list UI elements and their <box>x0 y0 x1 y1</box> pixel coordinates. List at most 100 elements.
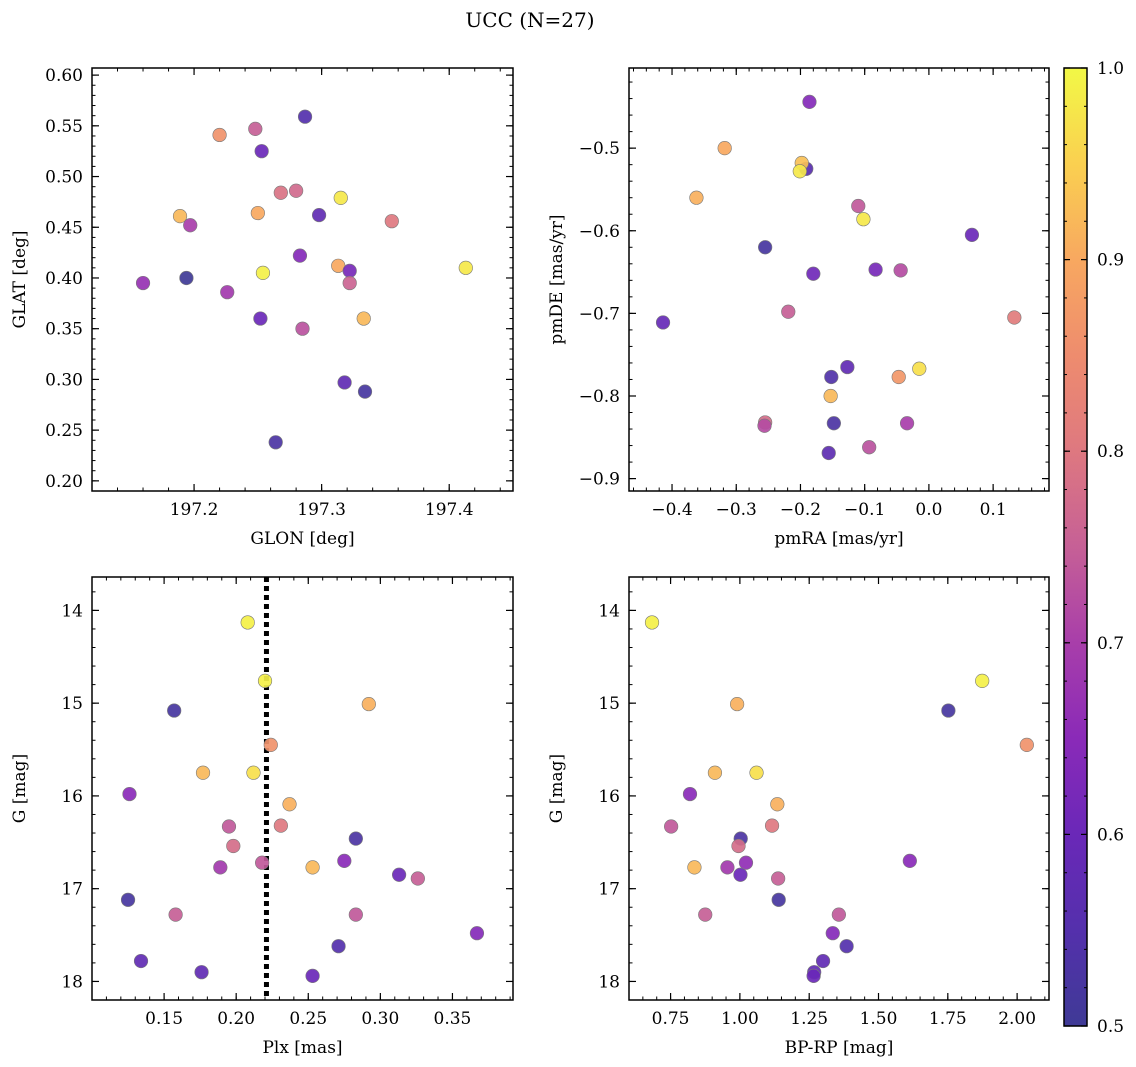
data-point <box>839 939 854 954</box>
data-point <box>682 786 698 802</box>
data-point <box>664 819 679 834</box>
data-point <box>226 838 241 854</box>
y-tick-label: −0.6 <box>579 222 620 242</box>
panel-bottom-left: 0.15 0.20 0.25 0.30 0.35 14 15 16 17 18 Plx [mas] G… <box>10 576 514 1058</box>
x-tick-label: −0.1 <box>844 500 885 520</box>
x-tick-label: 2.00 <box>998 1009 1036 1029</box>
figure-title: UCC (N=27) <box>465 8 594 32</box>
y-tick-label: 0.35 <box>45 320 83 340</box>
data-point <box>212 127 227 143</box>
x-tick-label: 1.50 <box>860 1009 898 1029</box>
data-point <box>289 183 304 198</box>
data-point <box>183 218 198 233</box>
y-tick-label: 18 <box>598 972 620 992</box>
x-tick-label: 197.4 <box>425 500 474 520</box>
data-point <box>720 860 735 875</box>
data-point <box>337 375 352 390</box>
data-point <box>821 445 836 461</box>
x-tick-label: 0.20 <box>217 1009 255 1029</box>
data-point <box>168 907 183 922</box>
data-point <box>806 266 821 281</box>
data-point <box>357 384 373 399</box>
data-point <box>792 164 807 179</box>
y-tick-label: 0.30 <box>45 370 83 390</box>
x-tick-label: 0.25 <box>289 1009 327 1029</box>
y-tick-label: −0.5 <box>579 139 620 159</box>
data-point <box>255 855 270 870</box>
x-tick-label: 1.25 <box>790 1009 828 1029</box>
data-point <box>273 818 288 833</box>
data-point <box>771 892 786 907</box>
x-axis-label: BP-RP [mag] <box>785 1038 894 1058</box>
x-tick-label: −0.2 <box>780 500 821 520</box>
data-point <box>254 144 269 159</box>
data-point <box>806 968 821 983</box>
data-point <box>297 109 313 124</box>
y-tick-label: 0.55 <box>45 117 83 137</box>
x-axis-label: pmRA [mas/yr] <box>774 529 903 549</box>
x-tick-label: 0.1 <box>980 500 1007 520</box>
y-tick-label: 15 <box>598 694 620 714</box>
data-point <box>856 212 871 227</box>
data-point <box>337 853 352 868</box>
data-point <box>975 673 990 688</box>
x-tick-label: −0.3 <box>716 500 757 520</box>
y-tick-label: 0.25 <box>45 421 83 441</box>
colorbar-tick-label: 0.7 <box>1097 634 1124 654</box>
data-point <box>213 860 228 875</box>
x-tick-label: 1.75 <box>929 1009 967 1029</box>
data-point <box>1007 310 1022 325</box>
x-tick-label: 0.35 <box>434 1009 472 1029</box>
y-tick-label: −0.9 <box>579 470 620 490</box>
data-point <box>941 703 956 718</box>
x-tick-label: 0.75 <box>652 1009 690 1029</box>
data-point <box>179 270 194 286</box>
y-tick-label: 14 <box>61 601 83 621</box>
data-point <box>731 838 746 854</box>
data-point <box>172 209 188 224</box>
data-point <box>815 953 831 969</box>
y-tick-label: 0.50 <box>45 168 83 188</box>
data-point <box>802 94 817 109</box>
data-point <box>893 263 908 278</box>
data-point <box>292 248 308 263</box>
data-point <box>851 198 866 214</box>
data-point <box>730 696 745 712</box>
x-tick-label: −0.4 <box>651 500 692 520</box>
data-point <box>246 765 261 780</box>
data-point <box>120 892 136 907</box>
y-tick-label: 0.40 <box>45 269 83 289</box>
data-point <box>253 311 268 326</box>
y-tick-label: 15 <box>61 694 83 714</box>
y-tick-label: 17 <box>598 880 620 900</box>
data-point <box>781 304 796 319</box>
colorbar-tick-label: 0.9 <box>1097 251 1124 271</box>
x-tick-label: 0.0 <box>915 500 942 520</box>
data-point <box>902 853 917 868</box>
data-point <box>717 141 732 156</box>
data-point <box>342 263 357 278</box>
data-point <box>348 907 363 922</box>
data-point <box>689 190 704 205</box>
y-tick-label: −0.7 <box>579 304 620 324</box>
x-tick-label: 0.15 <box>145 1009 183 1029</box>
data-point <box>342 275 357 291</box>
data-point <box>167 703 182 718</box>
plot-frame <box>628 576 1050 1001</box>
data-point <box>868 262 883 277</box>
data-point <box>757 418 772 433</box>
x-tick-label: 197.2 <box>170 500 219 520</box>
data-point <box>823 388 838 404</box>
data-point <box>749 765 764 780</box>
data-point <box>268 435 283 450</box>
colorbar: 0.5 0.6 0.7 0.8 0.9 1.0 <box>1063 59 1124 1037</box>
y-tick-label: 16 <box>598 787 620 807</box>
colorbar-tick-label: 0.6 <box>1097 825 1124 845</box>
data-point <box>458 260 473 275</box>
y-tick-label: 14 <box>598 601 620 621</box>
data-point <box>840 359 855 375</box>
data-point <box>250 205 265 221</box>
data-point <box>240 615 255 630</box>
data-point <box>964 227 980 242</box>
data-point <box>348 831 363 846</box>
